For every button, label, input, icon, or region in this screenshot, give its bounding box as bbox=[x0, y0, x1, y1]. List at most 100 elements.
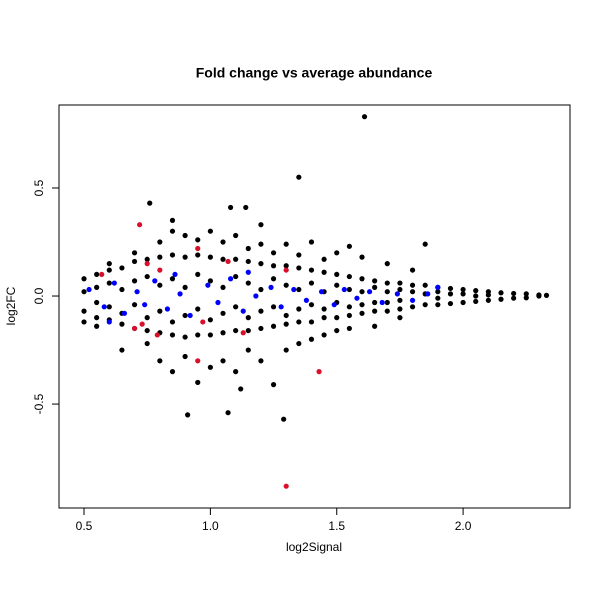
point bbox=[283, 263, 289, 269]
point bbox=[137, 222, 143, 228]
point bbox=[409, 282, 416, 288]
y-tick-label: 0.5 bbox=[32, 179, 46, 196]
point bbox=[157, 282, 163, 288]
point bbox=[81, 319, 87, 325]
point bbox=[131, 258, 138, 265]
point bbox=[195, 237, 201, 243]
point bbox=[119, 347, 125, 353]
point bbox=[243, 204, 249, 211]
point bbox=[81, 289, 87, 295]
point bbox=[296, 265, 302, 271]
point bbox=[384, 280, 390, 286]
point bbox=[147, 200, 153, 206]
point bbox=[447, 285, 454, 292]
point bbox=[296, 319, 302, 325]
point bbox=[157, 358, 163, 364]
point bbox=[536, 293, 542, 299]
point bbox=[164, 306, 171, 312]
point bbox=[498, 296, 504, 302]
point bbox=[270, 382, 277, 388]
point bbox=[523, 291, 529, 297]
point bbox=[195, 252, 201, 258]
point bbox=[346, 286, 352, 293]
point bbox=[245, 280, 251, 286]
point bbox=[144, 315, 150, 321]
point bbox=[346, 325, 352, 332]
point bbox=[106, 319, 112, 325]
point bbox=[331, 302, 337, 308]
point bbox=[397, 297, 403, 303]
point bbox=[258, 241, 264, 247]
point bbox=[359, 302, 365, 308]
point bbox=[397, 280, 403, 286]
point bbox=[182, 353, 188, 360]
point bbox=[240, 330, 246, 336]
point bbox=[121, 310, 128, 316]
y-axis-label: log2FC bbox=[4, 286, 18, 325]
point bbox=[359, 254, 365, 260]
point bbox=[543, 292, 550, 298]
point bbox=[283, 282, 289, 288]
point bbox=[409, 267, 416, 273]
point bbox=[308, 302, 315, 308]
point bbox=[101, 304, 107, 310]
point bbox=[169, 319, 176, 325]
point bbox=[346, 243, 352, 249]
point bbox=[233, 232, 239, 239]
point bbox=[435, 295, 441, 301]
point bbox=[296, 286, 302, 293]
point bbox=[435, 284, 441, 290]
point bbox=[361, 114, 368, 120]
point bbox=[220, 284, 226, 290]
point bbox=[207, 332, 213, 338]
point bbox=[177, 291, 183, 297]
x-tick-label: 2.0 bbox=[455, 519, 472, 533]
point bbox=[233, 304, 239, 310]
point bbox=[215, 299, 221, 306]
point bbox=[207, 228, 213, 234]
point bbox=[106, 304, 112, 310]
point bbox=[172, 271, 178, 278]
point bbox=[142, 302, 148, 308]
point bbox=[296, 306, 302, 312]
point bbox=[308, 280, 315, 286]
point bbox=[225, 410, 231, 416]
point bbox=[341, 286, 347, 293]
point bbox=[334, 327, 340, 334]
point bbox=[283, 267, 289, 273]
point bbox=[270, 323, 277, 329]
point bbox=[321, 332, 327, 338]
point bbox=[157, 267, 163, 273]
point bbox=[473, 293, 479, 299]
point bbox=[359, 310, 365, 316]
point bbox=[460, 299, 466, 306]
point bbox=[435, 289, 441, 295]
point bbox=[296, 340, 302, 347]
point bbox=[195, 271, 201, 278]
point bbox=[169, 332, 176, 338]
point bbox=[296, 252, 302, 258]
point bbox=[384, 289, 390, 295]
point bbox=[485, 292, 491, 298]
point bbox=[359, 276, 365, 282]
point bbox=[139, 321, 145, 327]
point bbox=[182, 254, 188, 260]
point bbox=[523, 295, 529, 301]
point bbox=[157, 308, 163, 314]
point bbox=[220, 239, 226, 245]
point bbox=[195, 245, 201, 252]
point bbox=[321, 256, 327, 262]
point bbox=[316, 369, 322, 375]
point bbox=[346, 273, 352, 280]
point bbox=[321, 306, 327, 312]
point bbox=[281, 416, 287, 422]
point bbox=[334, 250, 340, 256]
point bbox=[409, 289, 416, 295]
y-tick-label: 0.0 bbox=[32, 287, 46, 304]
point bbox=[321, 269, 327, 275]
point bbox=[131, 302, 138, 308]
point bbox=[447, 300, 454, 307]
point bbox=[119, 321, 125, 327]
point bbox=[334, 271, 340, 278]
